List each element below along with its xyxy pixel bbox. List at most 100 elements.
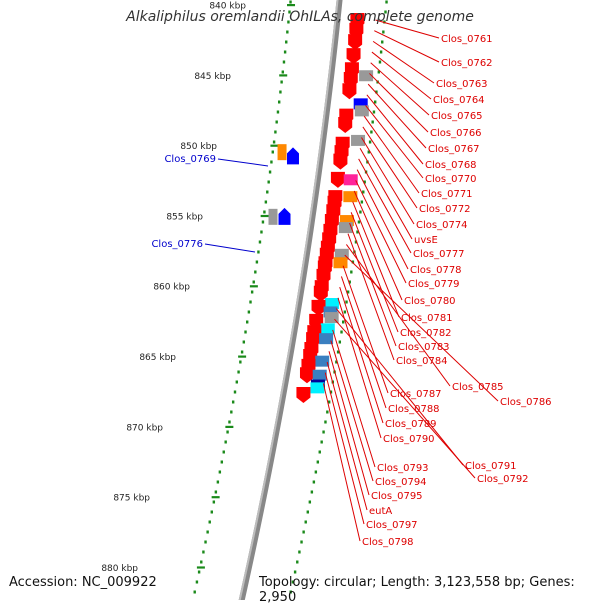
forward-gene-label[interactable]: Clos_0793 [377, 463, 429, 474]
forward-gene-label[interactable]: Clos_0784 [396, 356, 448, 367]
cyan-feature-box[interactable] [320, 323, 335, 335]
reverse-gene-label[interactable]: Clos_0776 [151, 239, 203, 250]
tRNA-feature-box[interactable] [339, 215, 354, 227]
forward-label-leader [375, 19, 440, 39]
forward-gene-label[interactable]: eutA [369, 506, 392, 517]
forward-gene-label[interactable]: Clos_0772 [419, 204, 471, 215]
forward-gene-label[interactable]: Clos_0783 [398, 342, 450, 353]
forward-gene-label[interactable]: Clos_0774 [416, 220, 468, 231]
cds-forward-arrow[interactable] [346, 48, 361, 65]
cds-forward-arrow[interactable] [348, 34, 363, 51]
misc-feature-box[interactable] [324, 312, 339, 324]
steel-feature-box[interactable] [323, 306, 338, 318]
inner-ring-dot [195, 580, 199, 584]
map-title: Alkaliphilus oremlandii OhILAs, complete… [126, 9, 474, 25]
rrna-reverse-arrow[interactable] [286, 147, 299, 165]
cds-forward-arrow[interactable] [311, 299, 326, 316]
cds-forward-arrow[interactable] [342, 83, 357, 100]
forward-gene-label[interactable]: Clos_0779 [408, 279, 460, 290]
forward-gene-label[interactable]: Clos_0768 [425, 160, 477, 171]
forward-gene-label[interactable]: Clos_0790 [383, 434, 435, 445]
outer-ring-dot [338, 340, 342, 344]
feature-labels: 840 kbp 845 kbp 850 kbp 855 kbp 860 kbp 865 k… [101, 2, 551, 574]
forward-gene-label[interactable]: Clos_0794 [375, 477, 427, 488]
outer-ring-dot [304, 520, 307, 524]
forward-gene-label[interactable]: uvsE [414, 235, 438, 246]
forward-label-leader [372, 40, 435, 84]
tRNA-feature-box[interactable] [343, 191, 358, 203]
inner-ring-dot [255, 260, 259, 264]
outer-ring-dot [291, 580, 295, 584]
forward-gene-label[interactable]: Clos_0771 [421, 189, 473, 200]
outer-ring-dot [371, 120, 374, 124]
forward-gene-label[interactable]: Clos_0763 [436, 79, 488, 90]
forward-gene-label[interactable]: Clos_0798 [362, 537, 414, 548]
misc-feature-box[interactable] [334, 248, 349, 260]
forward-gene-label[interactable]: Clos_0795 [371, 491, 423, 502]
outer-ring-dot [345, 300, 348, 304]
forward-gene-label[interactable]: Clos_0778 [410, 265, 462, 276]
outer-ring-dot [327, 400, 331, 404]
forward-gene-label[interactable]: Clos_0777 [413, 249, 465, 260]
outer-ring-dot [377, 70, 381, 74]
inner-ring-dot [272, 140, 276, 144]
cds-forward-arrow[interactable] [313, 285, 328, 302]
forward-gene-label[interactable]: Clos_0762 [441, 58, 493, 69]
inner-ring-dot [204, 540, 207, 544]
misc-feature-box[interactable] [351, 134, 366, 146]
forward-label-leader [347, 233, 395, 361]
cds-forward-arrow[interactable] [333, 153, 348, 170]
outer-ring-dot [335, 360, 338, 364]
outer-ring-dot [300, 540, 303, 544]
outer-ring-dot [302, 530, 305, 534]
misc-feature-box[interactable] [338, 222, 353, 234]
forward-gene-label[interactable]: Clos_0789 [385, 419, 437, 430]
inner-ring-dot [257, 250, 260, 254]
outer-ring-dot [342, 320, 345, 324]
forward-gene-label[interactable]: Clos_0767 [428, 144, 480, 155]
forward-gene-label[interactable]: Clos_0770 [425, 174, 477, 185]
rRNA-feature-box[interactable] [353, 98, 368, 110]
cds-forward-arrow[interactable] [330, 171, 345, 188]
inner-ring-dot [270, 160, 273, 164]
steel-feature-box[interactable] [315, 355, 330, 367]
cds-forward-arrow[interactable] [299, 367, 314, 384]
cyan-feature-box[interactable] [324, 298, 339, 310]
forward-gene-label[interactable]: Clos_0780 [404, 296, 456, 307]
misc-feature-box[interactable] [359, 70, 374, 82]
forward-gene-label[interactable]: Clos_0792 [477, 474, 529, 485]
forward-gene-label[interactable]: Clos_0766 [430, 128, 482, 139]
forward-gene-label[interactable]: Clos_0765 [431, 111, 483, 122]
cyan-feature-box[interactable] [310, 382, 325, 394]
inner-ring-dot [254, 270, 257, 274]
forward-gene-label[interactable]: Clos_0781 [401, 313, 453, 324]
forward-gene-label[interactable]: Clos_0785 [452, 382, 504, 393]
forward-gene-label[interactable]: Clos_0787 [390, 389, 442, 400]
forward-gene-label[interactable]: Clos_0764 [433, 95, 485, 106]
misc-reverse-box[interactable] [268, 208, 278, 225]
rrna-reverse-arrow[interactable] [278, 207, 291, 225]
steel-feature-box[interactable] [312, 369, 327, 381]
pink-feature-box[interactable] [343, 174, 358, 186]
tRNA-feature-box[interactable] [333, 257, 348, 269]
misc-feature-box[interactable] [354, 105, 369, 117]
reverse-gene-label[interactable]: Clos_0769 [164, 154, 216, 165]
forward-label-leader [332, 329, 376, 468]
inner-ring-dot [276, 110, 280, 114]
tRNA-reverse-box[interactable] [277, 144, 287, 161]
steel-feature-box[interactable] [319, 333, 334, 345]
forward-gene-label[interactable]: Clos_0797 [366, 520, 418, 531]
inner-ring-dot [268, 170, 272, 174]
inner-ring-dot [208, 520, 211, 524]
cds-forward-arrow[interactable] [338, 117, 353, 134]
forward-gene-label[interactable]: Clos_0786 [500, 397, 552, 408]
forward-gene-label[interactable]: Clos_0782 [400, 328, 452, 339]
forward-gene-label[interactable]: Clos_0791 [465, 461, 517, 472]
forward-gene-label[interactable]: Clos_0788 [388, 404, 440, 415]
cds-forward-arrow[interactable] [296, 386, 311, 403]
outer-ring-dot [296, 560, 299, 564]
inner-ring-dot [263, 210, 266, 214]
outer-ring-dot [381, 40, 384, 44]
forward-gene-label[interactable]: Clos_0761 [441, 34, 493, 45]
inner-ring-dot [237, 370, 240, 374]
